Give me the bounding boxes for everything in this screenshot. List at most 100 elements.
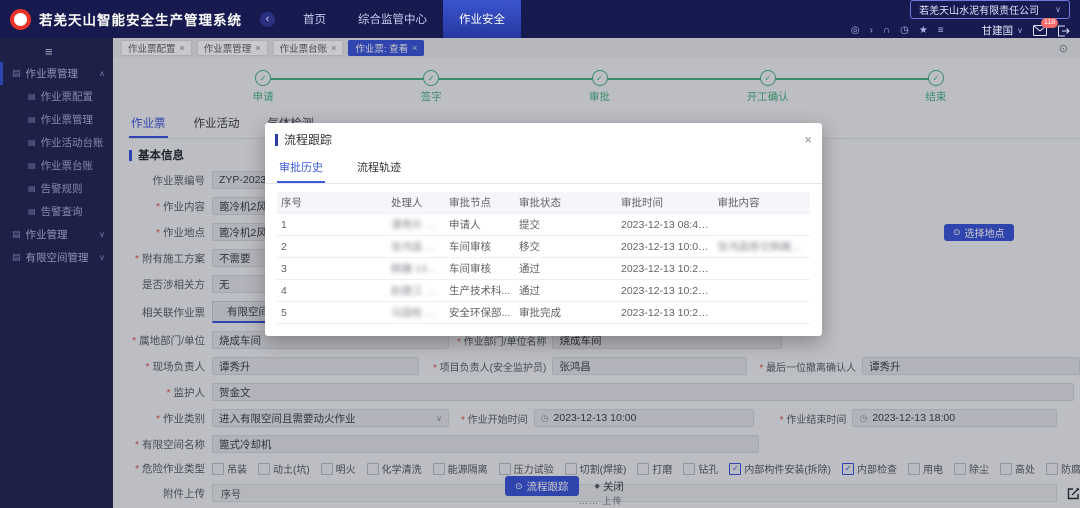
checkbox-icon: ✓ (1000, 462, 1013, 475)
sidebar-collapse-icon[interactable]: ≡ (45, 43, 53, 59)
select-location-button[interactable]: ⊙ 选择地点 (944, 223, 1014, 241)
star-icon[interactable]: ★ (918, 25, 928, 36)
top-header: 若羌天山智能安全生产管理系统 ‹ 首页 综合监管中心 作业安全 若羌天山水泥有限责任… (0, 0, 1080, 38)
tag-chip[interactable]: 作业票管理 × (196, 40, 268, 56)
step-check-icon: ✓ (423, 70, 440, 86)
circle-icon: ⊙ (515, 480, 523, 491)
checkbox-icon: ✓ (498, 462, 511, 475)
hazard-checkbox[interactable]: ✓ 高处 (1000, 461, 1035, 476)
close-icon[interactable]: × (804, 132, 812, 147)
edit-icon[interactable] (1067, 487, 1080, 500)
chevron-down-icon: ∨ (99, 230, 105, 239)
hazard-checkbox[interactable]: ✓ 内部构件安装(拆除) (729, 461, 831, 476)
company-select[interactable]: 若羌天山水泥有限责任公司 ∨ (910, 0, 1070, 19)
hazard-checkbox[interactable]: ✓ 能源隔离 (432, 461, 488, 476)
hazard-checkbox[interactable]: ✓ 吊装 (212, 461, 247, 476)
end-time-input[interactable]: ◷ 2023-12-13 18:00 (852, 409, 1058, 427)
space-name-input[interactable]: 篦式冷却机 (212, 435, 759, 453)
fullscreen-icon[interactable]: ◎ (850, 25, 860, 36)
hazard-checkbox[interactable]: ✓ 除尘 (954, 461, 989, 476)
sidebar-group-work-mgmt[interactable]: ▤ 作业管理 ∨ (12, 229, 105, 241)
start-time-input[interactable]: ◷ 2023-12-13 10:00 (533, 409, 754, 427)
cell-node: 生产技术科... (445, 279, 515, 302)
sidebar-item[interactable]: ▤ 作业票管理 (28, 114, 94, 126)
cell-content: 张鸿昌移交韩巍审批。 (713, 235, 810, 258)
cell-handler: 韩巍 13809996666 (387, 257, 445, 280)
section-header: 基本信息 (129, 147, 1080, 163)
table-header-row: 序号 处理人 审批节点 审批状态 审批时间 审批内容 (277, 192, 810, 214)
modal-tab[interactable]: 流程轨迹 (357, 162, 401, 174)
cell-content (713, 213, 810, 236)
diamond-icon: ◆ (594, 483, 600, 490)
tag-chip[interactable]: 作业票: 查看 × (348, 40, 425, 56)
hazard-checkbox[interactable]: ✓ 钻孔 (683, 461, 718, 476)
guardian-input[interactable]: 贺金文 (212, 383, 1074, 401)
close-page-button[interactable]: ◆ 关闭 (594, 480, 624, 493)
modal-tab[interactable]: 审批历史 (277, 154, 325, 183)
sidebar-submenu: ▤ 作业票配置 ▤ 作业票管理 ▤ 作业活动台账 ▤ 作业票台账 ▤ 告警规则 (0, 85, 113, 223)
content-tab[interactable]: 作业票 (129, 112, 168, 138)
cell-time: 2023-12-13 10:23:24 (617, 257, 714, 280)
cell-node: 车间审核 (445, 235, 515, 258)
clock-icon: ◷ (859, 412, 868, 423)
tag-options-icon[interactable]: ⊙ (1058, 42, 1068, 55)
table-header-cell: 审批时间 (617, 192, 714, 214)
hazard-checkbox[interactable]: ✓ 化学清洗 (366, 461, 422, 476)
cell-content (713, 279, 810, 302)
hazard-checkbox[interactable]: ✓ 防腐 (1046, 461, 1080, 476)
checkbox-icon: ✓ (432, 462, 445, 475)
space-name-label: 有限空间名称 (127, 437, 212, 452)
nav-item[interactable]: 综合监管中心 (358, 14, 427, 26)
cell-node: 安全环保部... (445, 301, 515, 324)
checkbox-icon: ✓ (258, 462, 270, 475)
last-confirm-input[interactable]: 谭秀升 (862, 357, 1080, 375)
hazard-checkbox[interactable]: ✓ 打磨 (637, 461, 672, 476)
checkbox-icon: ✓ (564, 462, 577, 475)
sidebar-item[interactable]: ▤ 告警规则 (28, 183, 83, 195)
sidebar-item[interactable]: ▤ 作业活动台账 (28, 137, 104, 149)
nav-item[interactable]: 首页 (303, 14, 326, 26)
site-leader-input[interactable]: 谭秀升 (212, 357, 419, 375)
logout-button[interactable] (1057, 25, 1070, 37)
tag-chip[interactable]: 作业票台账 × (272, 40, 344, 56)
cell-status: 审批完成 (515, 301, 617, 324)
process-track-button[interactable]: ⊙ 流程跟踪 (505, 476, 579, 496)
tag-close-icon[interactable]: × (412, 43, 418, 53)
start-time-label: 作业开始时间 (461, 411, 528, 426)
sidebar-item[interactable]: ▤ 作业票配置 (28, 91, 94, 103)
doc-icon: ▤ (28, 184, 36, 193)
process-stepper: ✓ 申请 ✓ 签字 ✓ 审批 ✓ 开工确认 (179, 70, 1020, 106)
checkbox-icon: ✓ (842, 462, 855, 475)
hazard-checkbox[interactable]: ✓ 内部检查 (842, 461, 897, 476)
tag-close-icon[interactable]: × (331, 43, 337, 53)
hazard-checkbox[interactable]: ✓ 明火 (320, 461, 356, 476)
cell-status: 提交 (515, 213, 617, 236)
forward-icon[interactable]: › (869, 25, 873, 36)
nav-collapse-icon[interactable]: ‹ (260, 11, 275, 27)
chevron-down-icon: ∨ (1017, 26, 1023, 35)
hazard-checkbox[interactable]: ✓ 压力试验 (498, 461, 554, 476)
tag-close-icon[interactable]: × (255, 43, 261, 53)
messages-button[interactable]: 118 (1033, 18, 1059, 36)
last-confirm-label: 最后一位撤离确认人 (759, 359, 856, 374)
hazard-checkbox[interactable]: ✓ 切割(焊接) (564, 461, 626, 476)
hazard-checkbox[interactable]: ✓ 用电 (908, 461, 943, 476)
headset-icon[interactable]: ∩ (882, 25, 891, 36)
hazard-checkbox[interactable]: ✓ 动土(坑) (258, 461, 310, 476)
modal-title-bar (275, 133, 278, 146)
tag-close-icon[interactable]: × (179, 43, 185, 53)
sidebar-item[interactable]: ▤ 告警查询 (28, 206, 83, 218)
sidebar-group-ticket-mgmt[interactable]: ▤ 作业票管理 ∧ (0, 62, 113, 85)
table-header-cell: 审批状态 (515, 192, 617, 214)
project-leader-input[interactable]: 张鸿昌 (552, 357, 748, 375)
user-menu[interactable]: 甘建国 ∨ (982, 23, 1023, 38)
layout-icon[interactable]: ≡ (937, 25, 944, 36)
tag-chip[interactable]: 作业票配置 × (121, 40, 192, 56)
sidebar-item[interactable]: ▤ 作业票台账 (28, 160, 94, 172)
category-select[interactable]: 进入有限空间且需要动火作业 ∨ (212, 409, 449, 427)
content-tab[interactable]: 作业活动 (193, 118, 240, 130)
clock-icon[interactable]: ◷ (900, 25, 909, 36)
page-actions: ⊙ 流程跟踪 ◆ 关闭 (505, 476, 624, 496)
nav-item[interactable]: 作业安全 (443, 0, 521, 38)
sidebar-group-confined-space[interactable]: ▤ 有限空间管理 ∨ (12, 252, 105, 264)
